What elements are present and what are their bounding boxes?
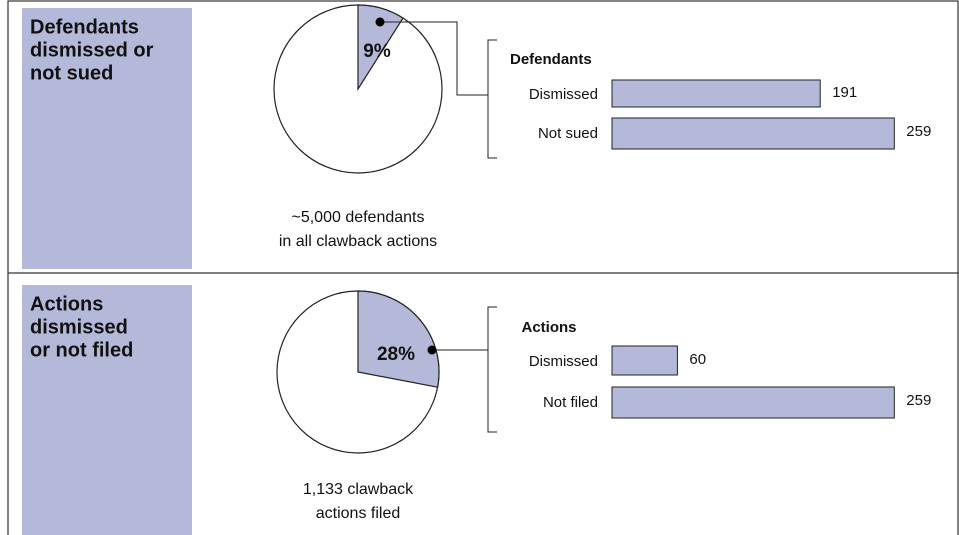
- bar-title: Actions: [521, 319, 576, 336]
- bar: [611, 386, 895, 419]
- panel-label: Actions: [30, 293, 103, 315]
- panel-label: not sued: [30, 62, 113, 84]
- panel-label-box: [22, 8, 192, 269]
- category-label: Not sued: [538, 125, 598, 142]
- bar: [611, 117, 895, 150]
- bar-title: Defendants: [510, 51, 592, 68]
- category-label: Dismissed: [529, 353, 598, 370]
- pie-caption: in all clawback actions: [279, 233, 437, 250]
- bar: [611, 345, 678, 376]
- category-label: Not filed: [543, 394, 598, 411]
- panel-label: dismissed: [30, 316, 128, 338]
- slice-label: 9%: [363, 41, 391, 62]
- bar: [611, 79, 821, 108]
- pie-slice: [357, 4, 404, 92]
- pie-caption: 1,133 clawback: [303, 481, 414, 498]
- slice-label: 28%: [377, 344, 415, 365]
- leader-line: [380, 21, 488, 96]
- panel-label: Defendants: [30, 16, 139, 38]
- bracket: [487, 306, 497, 433]
- panel-label-box: [22, 285, 192, 535]
- frame: [7, 0, 959, 535]
- panel-label: dismissed or: [30, 39, 154, 61]
- leader-dot: [427, 345, 437, 355]
- value-label: 191: [832, 84, 857, 101]
- value-label: 259: [906, 392, 931, 409]
- pie-caption: actions filed: [316, 505, 401, 522]
- pie-caption: ~5,000 defendants: [291, 209, 424, 226]
- pie-slice: [357, 290, 440, 388]
- value-label: 60: [689, 351, 706, 368]
- panel-label: or not filed: [30, 339, 133, 361]
- category-label: Dismissed: [529, 86, 598, 103]
- value-label: 259: [906, 123, 931, 140]
- leader-dot: [375, 17, 385, 27]
- bracket: [487, 39, 497, 159]
